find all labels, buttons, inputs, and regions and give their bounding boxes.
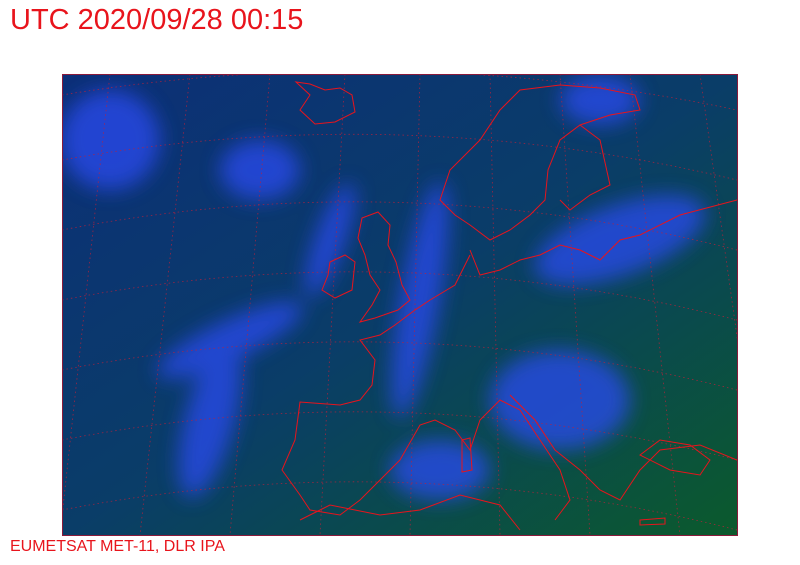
continent-coast: [469, 199, 737, 276]
scandinavia-coast: [439, 84, 641, 241]
crete-coast: [639, 517, 666, 526]
timestamp-title: UTC 2020/09/28 00:15: [10, 4, 304, 36]
cloud-layer: [62, 75, 706, 500]
north-africa-coast: [299, 494, 521, 531]
graticule: [62, 74, 737, 535]
west-europe-coast: [281, 254, 571, 521]
ireland-coast: [321, 254, 356, 299]
black-sea-coast: [639, 439, 711, 476]
map-frame: [62, 74, 738, 536]
coastlines: [281, 81, 737, 531]
iceland-coast: [294, 81, 356, 125]
data-source-credit: EUMETSAT MET-11, DLR IPA: [10, 538, 225, 555]
britain-coast: [357, 211, 411, 323]
sardinia-coast: [461, 437, 473, 473]
balkans-coast: [509, 394, 737, 501]
finland-coast: [559, 124, 611, 211]
